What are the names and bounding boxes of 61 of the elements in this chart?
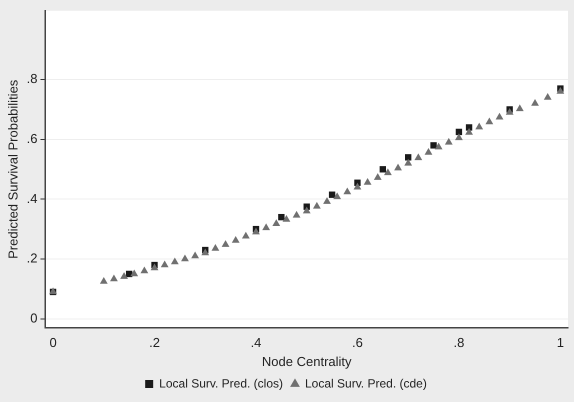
point — [222, 240, 230, 247]
point — [456, 128, 462, 136]
x-tick-label: 1 — [556, 335, 564, 350]
point — [354, 182, 362, 190]
y-tick-label: .6 — [26, 130, 38, 146]
point — [405, 154, 412, 161]
point — [110, 274, 118, 282]
legend-label: Local Surv. Pred. (cde) — [304, 376, 427, 390]
point — [434, 142, 443, 150]
point — [364, 178, 372, 185]
point — [170, 258, 179, 264]
point — [181, 254, 189, 262]
point — [384, 168, 392, 176]
point — [262, 223, 270, 230]
point — [475, 122, 484, 130]
x-tick-label: .6 — [352, 335, 363, 350]
point — [465, 128, 473, 135]
point — [455, 133, 463, 140]
x-tick-label: 0 — [49, 335, 57, 350]
y-tick-label: .8 — [26, 71, 38, 86]
point — [278, 214, 285, 220]
x-tick-label: .4 — [250, 335, 262, 350]
point — [191, 252, 200, 258]
point — [242, 232, 250, 239]
point — [140, 266, 148, 274]
y-tick-label: .4 — [26, 190, 38, 206]
legend-label: Local Surv. Pred. (clos) — [159, 376, 284, 390]
point — [120, 272, 128, 279]
point — [394, 164, 402, 170]
point — [328, 192, 336, 198]
point — [444, 138, 453, 145]
y-tick-label: .2 — [26, 250, 38, 266]
point — [380, 166, 386, 172]
point — [544, 93, 552, 100]
point — [531, 99, 539, 106]
point — [343, 188, 352, 194]
point — [496, 112, 504, 120]
point — [272, 219, 280, 226]
point — [212, 244, 220, 251]
point — [232, 236, 240, 243]
point — [100, 276, 108, 284]
point — [430, 142, 437, 149]
y-tick-label: 0 — [30, 310, 38, 326]
point — [333, 192, 342, 200]
point — [516, 104, 524, 112]
point — [424, 148, 432, 155]
point — [323, 197, 331, 204]
x-tick-label: .2 — [149, 335, 160, 350]
point — [374, 173, 382, 180]
y-axis-title: Predicted Survival Probabilities — [5, 79, 20, 259]
point — [282, 215, 290, 222]
point — [404, 158, 412, 166]
point — [160, 260, 169, 268]
point — [312, 202, 321, 209]
point — [302, 206, 311, 214]
point — [414, 153, 422, 160]
x-tick-label: .8 — [454, 335, 464, 350]
point — [485, 118, 494, 124]
point — [130, 269, 138, 276]
x-axis-title: Node Centrality — [262, 354, 352, 369]
point — [292, 210, 300, 218]
